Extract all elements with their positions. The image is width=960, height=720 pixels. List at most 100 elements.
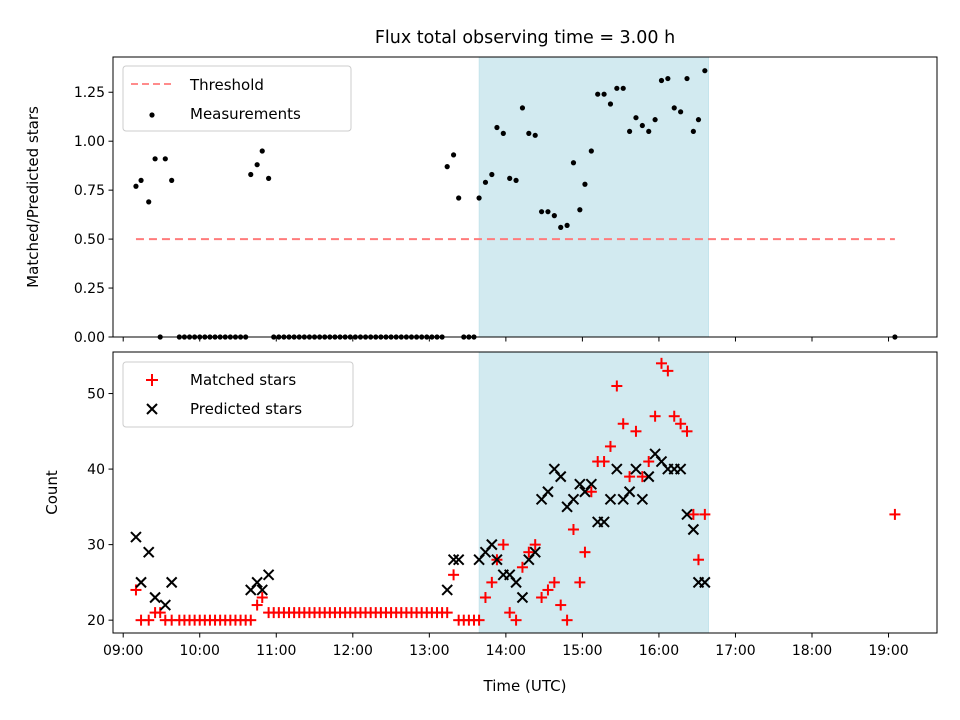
predicted-star-point	[611, 463, 623, 475]
matched-star-point	[536, 591, 548, 603]
predicted-star-point	[262, 569, 275, 581]
matched-star-point	[567, 524, 579, 536]
x-tick-label: 11:00	[256, 643, 296, 659]
y-tick-label: 40	[87, 462, 105, 478]
measurement-point	[639, 122, 645, 129]
measurement-point	[582, 181, 588, 187]
predicted-star-point	[135, 576, 147, 589]
measurement-point	[577, 207, 583, 213]
measurement-point	[519, 105, 526, 111]
measurement-point	[138, 177, 144, 183]
matched-star-point	[529, 539, 541, 551]
matched-star-point	[636, 471, 648, 483]
y-tick-label: 20	[87, 613, 105, 629]
measurement-point	[607, 101, 614, 107]
x-tick-label: 18:00	[792, 643, 832, 659]
predicted-star-point	[687, 523, 700, 536]
y-tick-label: 0.00	[74, 330, 105, 346]
matched-star-point	[555, 599, 567, 611]
measurement-point	[695, 117, 702, 123]
matched-star-point	[687, 508, 699, 520]
x-tick-label: 15:00	[562, 643, 602, 659]
matched-star-point	[523, 546, 535, 558]
matched-star-point	[649, 410, 661, 422]
measurement-legend-swatch	[149, 112, 155, 118]
measurement-point	[526, 130, 532, 136]
measurement-point	[601, 91, 607, 97]
y-tick-label: 0.50	[74, 232, 105, 248]
legend-box	[122, 65, 352, 132]
matched-star-point	[497, 539, 509, 551]
matched-star-point	[516, 561, 528, 573]
measurement-point	[551, 213, 557, 219]
measurement-point	[620, 85, 626, 91]
matched-star-point	[473, 614, 485, 626]
matched-star-point	[504, 607, 516, 619]
measurement-point	[652, 117, 658, 123]
matched-star-point	[251, 599, 263, 611]
predicted-star-point	[486, 538, 498, 551]
matched-star-point	[143, 614, 155, 626]
predicted-star-point	[529, 546, 541, 558]
measurement-point	[646, 128, 652, 135]
matched-star-point	[699, 508, 711, 520]
x-tick-label: 14:00	[486, 643, 526, 659]
measurement-point	[633, 115, 639, 121]
ratio-y-axis-label: Matched/Predicted stars	[24, 106, 42, 288]
predicted-legend-swatch	[146, 403, 158, 415]
ratio-panel: 0.00 0.25 0.50 0.75 1.00 1.25 Matched/Predict…	[24, 56, 938, 346]
predicted-star-point	[510, 576, 522, 589]
x-axis-label: Time (UTC)	[483, 677, 567, 695]
matched-star-point	[561, 614, 573, 626]
x-tick-label: 17:00	[715, 643, 755, 659]
matched-star-point	[655, 357, 667, 369]
measurement-point	[545, 209, 551, 215]
x-tick-label: 12:00	[333, 643, 373, 659]
y-tick-label: 1.00	[74, 134, 105, 150]
measurement-point	[152, 156, 158, 162]
predicted-star-point	[598, 516, 610, 528]
predicted-star-point	[447, 554, 460, 566]
ratio-legend: Threshold Measurements	[122, 65, 352, 132]
matched-star-point	[681, 425, 693, 437]
predicted-star-point	[604, 493, 617, 506]
measurement-point	[570, 160, 577, 166]
matched-star-point	[510, 614, 522, 626]
measurement-point	[456, 195, 462, 201]
count-legend: Matched stars Predicted stars	[122, 361, 354, 428]
predicted-star-point	[441, 584, 453, 596]
measurement-point	[266, 175, 272, 181]
measurement-point	[133, 183, 139, 189]
predicted-star-point	[674, 463, 687, 475]
predicted-star-point	[555, 470, 567, 483]
measurement-point	[169, 177, 175, 183]
matched-star-point	[692, 554, 704, 566]
predicted-star-point	[516, 591, 529, 604]
legend-label-matched: Matched stars	[190, 371, 296, 389]
matched-star-point	[486, 576, 498, 588]
y-tick-label: 0.25	[74, 281, 105, 297]
measurement-point	[558, 224, 564, 230]
measurement-point	[507, 175, 513, 181]
predicted-star-point	[256, 584, 268, 596]
measurement-point	[626, 128, 633, 135]
plot-frame	[112, 351, 938, 634]
matched-star-point	[574, 576, 586, 588]
predicted-star-point	[636, 493, 649, 506]
measurement-point	[665, 75, 671, 82]
matched-star-point	[479, 591, 491, 603]
matched-legend-swatch	[146, 374, 158, 386]
y-tick-label: 50	[87, 387, 105, 403]
highlight-band	[478, 56, 709, 338]
predicted-star-point	[567, 493, 580, 506]
matched-star-point	[604, 440, 616, 452]
matched-star-point	[448, 569, 460, 581]
count-y-axis-label: Count	[43, 470, 61, 515]
predicted-star-point	[585, 478, 598, 490]
measurement-point	[146, 199, 152, 205]
y-tick-label: 30	[87, 538, 105, 554]
measurement-point	[444, 164, 450, 170]
ratio-axes: 0.00 0.25 0.50 0.75 1.00 1.25	[74, 56, 938, 346]
x-tick-label: 10:00	[180, 643, 220, 659]
